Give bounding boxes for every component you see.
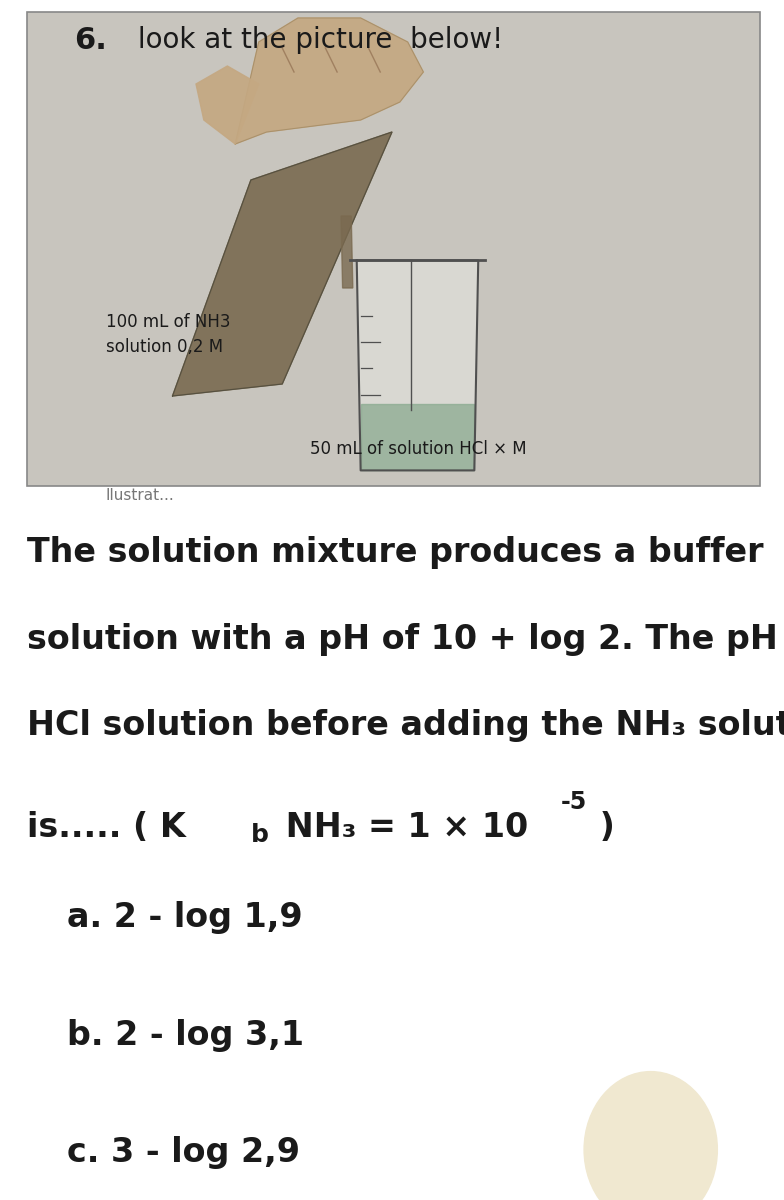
Text: NH₃ = 1 × 10: NH₃ = 1 × 10 — [274, 811, 528, 845]
Ellipse shape — [584, 1072, 717, 1200]
Polygon shape — [357, 260, 478, 470]
Text: is..... ( K: is..... ( K — [27, 811, 186, 845]
Polygon shape — [361, 404, 474, 470]
Text: b. 2 - log 3,1: b. 2 - log 3,1 — [67, 1019, 303, 1051]
Text: ): ) — [588, 811, 615, 845]
Text: look at the picture  below!: look at the picture below! — [129, 26, 503, 54]
Text: c. 3 - log 2,9: c. 3 - log 2,9 — [67, 1136, 299, 1170]
Polygon shape — [196, 66, 259, 144]
Bar — [27, 12, 760, 486]
Polygon shape — [172, 132, 392, 396]
Text: Ilustrat...: Ilustrat... — [106, 488, 175, 504]
Text: HCl solution before adding the NH₃ solution: HCl solution before adding the NH₃ solut… — [27, 709, 784, 742]
Polygon shape — [341, 216, 353, 288]
Text: b: b — [251, 823, 269, 847]
Text: solution with a pH of 10 + log 2. The pH of the: solution with a pH of 10 + log 2. The pH… — [27, 623, 784, 655]
Text: 50 mL of solution HCl × M: 50 mL of solution HCl × M — [310, 440, 526, 458]
Text: -5: -5 — [561, 790, 586, 814]
Polygon shape — [235, 18, 423, 144]
Text: a. 2 - log 1,9: a. 2 - log 1,9 — [67, 901, 303, 935]
Text: 6.: 6. — [74, 26, 107, 55]
Text: The solution mixture produces a buffer: The solution mixture produces a buffer — [27, 536, 764, 570]
Text: 100 mL of NH3
solution 0,2 M: 100 mL of NH3 solution 0,2 M — [106, 313, 230, 356]
